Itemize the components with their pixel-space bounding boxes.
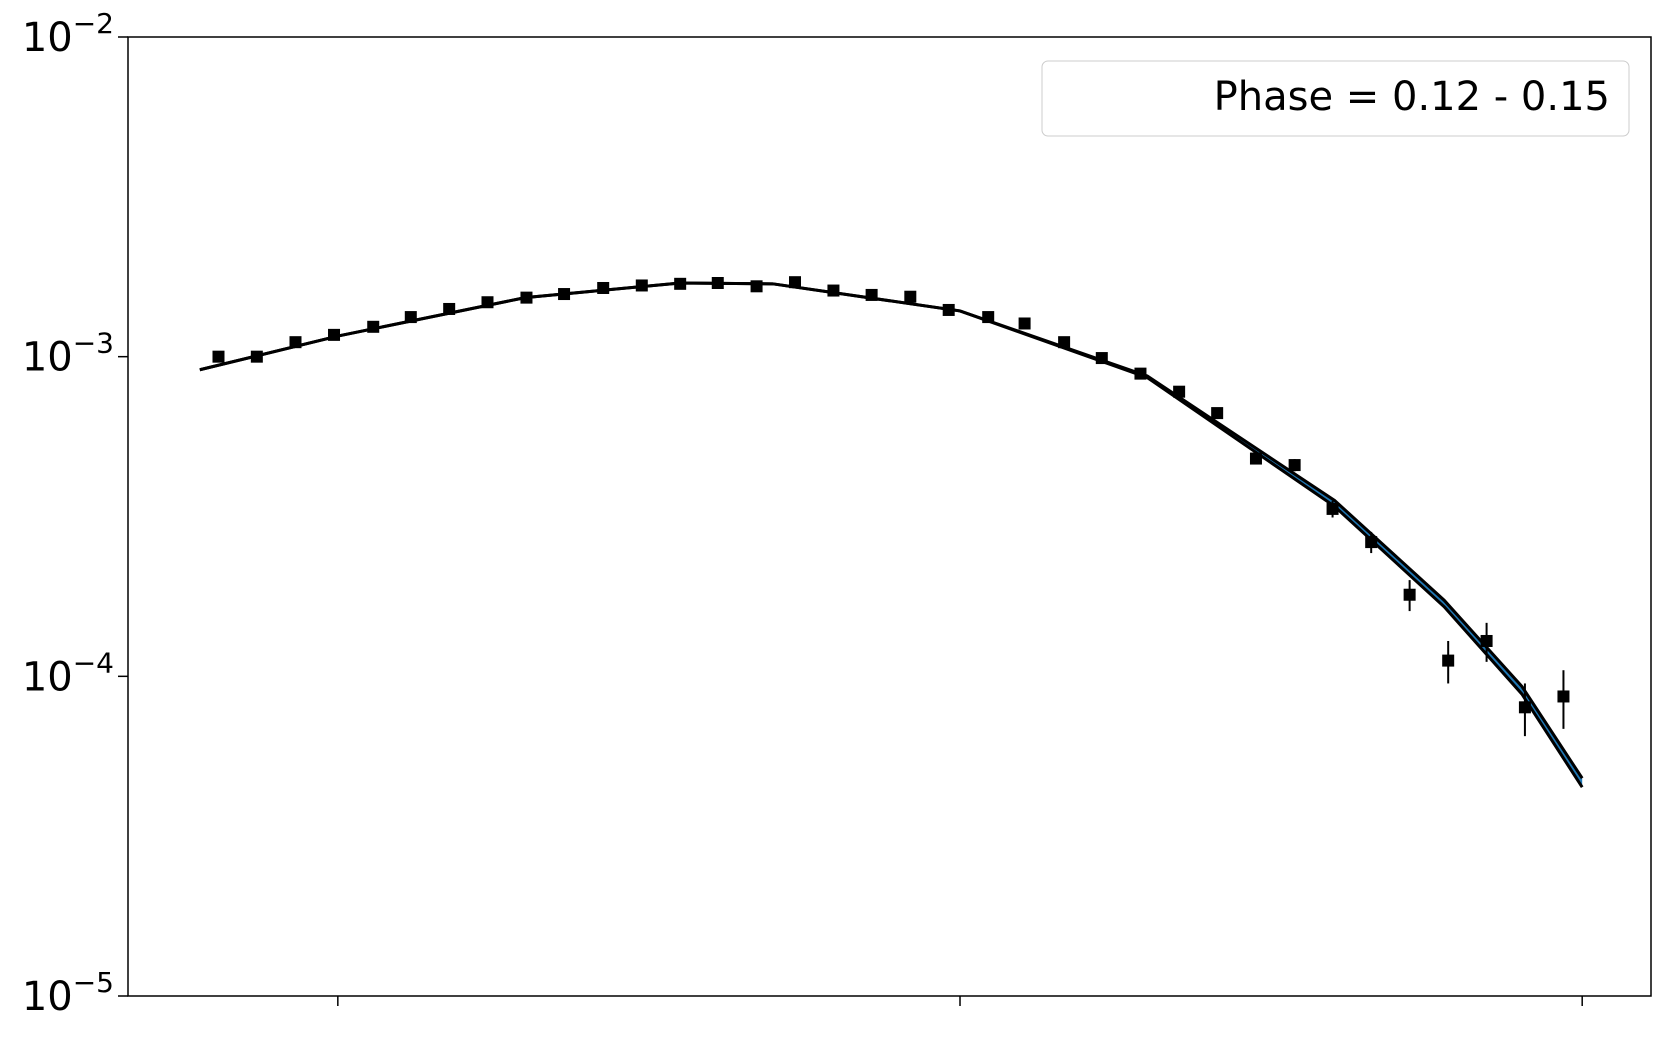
- data-point: [1095, 352, 1108, 365]
- legend-box: [1041, 60, 1630, 137]
- tick-exponent: −4: [73, 646, 114, 679]
- data-point: [635, 279, 648, 292]
- y-tick-label: 10−3: [22, 327, 114, 381]
- data-point: [1018, 317, 1031, 330]
- model-line: [199, 281, 1584, 789]
- data-point: [212, 350, 225, 363]
- data-point: [520, 291, 533, 304]
- data-point: [367, 320, 380, 333]
- data-point: [597, 281, 610, 294]
- data-point: [1480, 634, 1493, 647]
- data-point: [558, 288, 571, 301]
- data-point: [1365, 536, 1378, 549]
- data-point: [1518, 701, 1531, 714]
- plot-frame: [127, 36, 1652, 997]
- tick-base: 10: [22, 654, 73, 700]
- tick-base: 10: [22, 335, 73, 381]
- y-tick-label: 10−4: [22, 646, 114, 700]
- data-point: [250, 350, 263, 363]
- tick-exponent: −2: [73, 7, 114, 40]
- data-point: [982, 311, 995, 324]
- data-point: [711, 276, 724, 289]
- data-point: [1442, 654, 1455, 667]
- tick-exponent: −5: [73, 966, 114, 999]
- tick-exponent: −3: [73, 327, 114, 360]
- data-point: [404, 311, 417, 324]
- data-point: [827, 284, 840, 297]
- data-point: [1249, 452, 1262, 465]
- data-point: [1288, 459, 1301, 472]
- y-tick-label: 10−5: [22, 966, 114, 1020]
- legend-text: Phase = 0.12 - 0.15: [1214, 74, 1610, 120]
- data-point: [674, 277, 687, 290]
- data-point: [481, 296, 494, 309]
- data-point: [942, 303, 955, 316]
- model-line: [199, 281, 1584, 780]
- data-point: [904, 290, 917, 303]
- data-point: [443, 302, 456, 315]
- data-point: [865, 288, 878, 301]
- data-point: [1557, 690, 1570, 703]
- data-point: [1173, 385, 1186, 398]
- data-point: [1326, 502, 1339, 515]
- tick-base: 10: [22, 15, 73, 61]
- data-point: [289, 336, 302, 349]
- data-point: [750, 280, 763, 293]
- y-tick-label: 10−2: [22, 7, 114, 61]
- tick-base: 10: [22, 974, 73, 1020]
- data-point: [1403, 588, 1416, 601]
- data-point: [1211, 407, 1224, 420]
- data-point: [1058, 336, 1071, 349]
- data-point: [1134, 367, 1147, 380]
- data-point: [789, 276, 802, 289]
- data-point: [328, 328, 341, 341]
